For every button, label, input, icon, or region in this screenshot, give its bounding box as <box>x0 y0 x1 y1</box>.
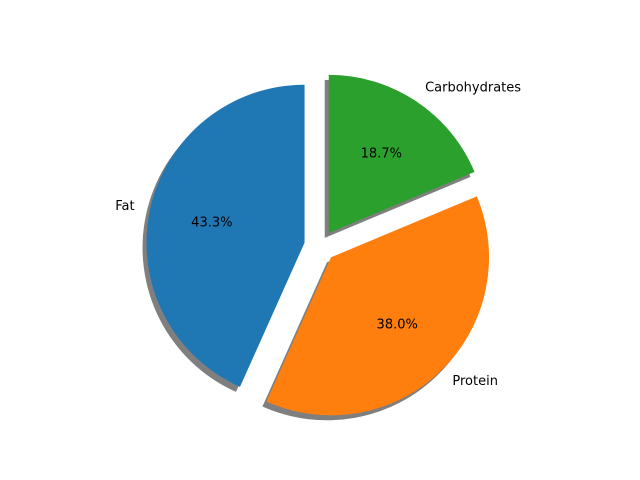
slice-label-fat: Fat <box>115 199 134 214</box>
slice-label-protein: Protein <box>452 374 498 389</box>
slice-fat <box>146 84 305 387</box>
slice-percent-fat: 43.3% <box>191 215 232 230</box>
slice-protein <box>266 196 490 416</box>
slice-carbohydrates <box>328 74 475 233</box>
slice-percent-carbohydrates: 18.7% <box>361 146 402 161</box>
slice-label-carbohydrates: Carbohydrates <box>425 81 521 96</box>
slice-percent-protein: 38.0% <box>377 318 418 333</box>
